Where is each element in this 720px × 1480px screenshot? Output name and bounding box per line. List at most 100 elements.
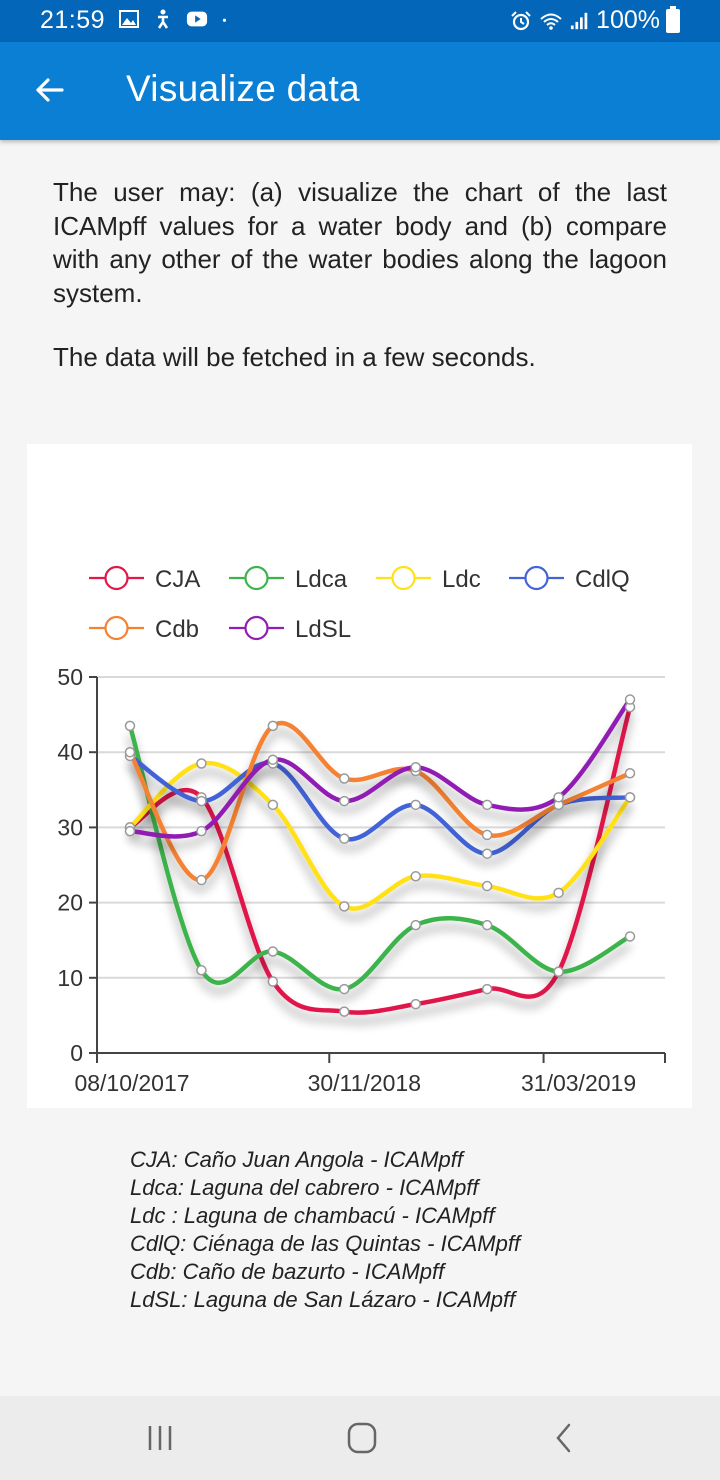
series-notes: CJA: Caño Juan Angola - ICAMpff Ldca: La…	[130, 1146, 520, 1314]
data-point	[624, 792, 636, 803]
y-tick-label: 40	[57, 739, 83, 765]
legend-label: Cdb	[155, 616, 199, 643]
data-point	[339, 833, 350, 844]
signal-icon	[570, 12, 588, 29]
data-point	[624, 694, 636, 705]
intro-text: The user may: (a) visualize the chart of…	[53, 177, 667, 308]
alarm-icon	[511, 10, 531, 30]
y-tick-label: 30	[57, 814, 83, 840]
gallery-icon	[119, 10, 139, 28]
battery-percent: 100%	[596, 6, 660, 34]
page-title: Visualize data	[126, 68, 360, 109]
data-point	[339, 983, 350, 995]
data-point	[124, 746, 136, 758]
data-point	[553, 966, 564, 978]
data-point	[481, 829, 493, 841]
y-tick-label: 20	[57, 890, 83, 916]
legend-item-cdb[interactable]: Cdb	[89, 615, 199, 643]
status-time: 21:59	[40, 6, 106, 34]
legend-marker	[104, 615, 129, 641]
data-point	[481, 799, 493, 811]
data-point	[624, 931, 636, 942]
status-right: 100%	[510, 5, 680, 35]
status-bar: 21:59	[0, 0, 720, 42]
data-point	[410, 761, 421, 773]
wifi-icon	[540, 13, 562, 30]
data-point	[267, 799, 279, 811]
series-line-cja	[128, 706, 633, 1015]
data-point	[410, 799, 421, 811]
legend-item-cdlq[interactable]: CdlQ	[509, 565, 630, 593]
data-point	[410, 871, 421, 882]
legend-marker	[104, 565, 129, 591]
notification-icons	[118, 8, 234, 30]
data-point	[481, 983, 493, 995]
data-point	[267, 754, 279, 765]
data-point	[267, 720, 279, 732]
data-point	[481, 848, 493, 859]
chart-points	[124, 694, 636, 1017]
accessibility-icon	[157, 9, 169, 29]
series-line-ldsl	[129, 698, 632, 839]
note-item: CdlQ: Ciénaga de las Quintas - ICAMpff	[130, 1231, 521, 1256]
system-nav-bar	[0, 1396, 720, 1480]
home-icon[interactable]	[340, 1418, 384, 1458]
dot-icon	[222, 18, 227, 22]
legend-item-cja[interactable]: CJA	[89, 565, 200, 593]
note-item: LdSL: Laguna de San Lázaro - ICAMpff	[130, 1287, 516, 1312]
youtube-icon	[186, 11, 208, 27]
line-chart: CJA Ldca Ldc CdlQ Cdb LdSL 0 10 20 30 40 50 08/10/2…	[57, 565, 666, 1096]
note-item: Cdb: Caño de bazurto - ICAMpff	[130, 1259, 445, 1284]
legend-label: LdSL	[295, 616, 351, 643]
legend-item-ldc[interactable]: Ldc	[376, 565, 481, 593]
y-tick-label: 50	[57, 664, 83, 690]
legend-label: CJA	[155, 566, 200, 593]
y-tick-label: 10	[57, 965, 83, 991]
data-point	[124, 825, 136, 837]
y-tick-label: 0	[70, 1040, 83, 1066]
data-point	[410, 919, 421, 931]
chart-series	[127, 698, 633, 1015]
legend-marker	[244, 615, 269, 641]
data-point	[481, 880, 493, 892]
data-point	[196, 965, 207, 976]
legend-item-ldca[interactable]: Ldca	[229, 565, 348, 593]
data-point	[553, 792, 564, 803]
chart-legend: CJA Ldca Ldc CdlQ Cdb LdSL	[89, 565, 630, 643]
data-point	[267, 946, 279, 957]
data-point	[624, 768, 636, 779]
legend-label: CdlQ	[575, 566, 630, 593]
chart-card: CJA Ldca Ldc CdlQ Cdb LdSL 0 10 20 30 40 50 08/10/2…	[27, 444, 692, 1108]
legend-item-ldsl[interactable]: LdSL	[229, 615, 351, 643]
back-icon[interactable]	[542, 1418, 586, 1458]
data-point	[339, 1006, 350, 1017]
data-point	[553, 887, 564, 899]
back-arrow-button[interactable]	[28, 68, 72, 112]
data-point	[339, 795, 350, 807]
legend-marker	[244, 565, 269, 591]
data-point	[481, 919, 493, 931]
legend-label: Ldca	[295, 566, 348, 593]
note-item: Ldc : Laguna de chambacú - ICAMpff	[130, 1203, 495, 1228]
app-bar: Visualize data	[0, 42, 720, 140]
x-tick-label: 31/03/2019	[521, 1070, 636, 1096]
data-point	[410, 998, 421, 1010]
fetch-note: The data will be fetched in a few second…	[53, 342, 536, 372]
data-point	[196, 825, 207, 837]
data-point	[339, 901, 350, 912]
data-point	[196, 874, 207, 886]
chart-grid	[97, 676, 665, 979]
note-item: Ldca: Laguna del cabrero - ICAMpff	[130, 1175, 479, 1200]
x-tick-label: 08/10/2017	[74, 1070, 189, 1096]
data-point	[196, 795, 207, 807]
chart-axes: 0 10 20 30 40 50 08/10/2017 30/11/2018 31/03/201…	[57, 664, 666, 1096]
legend-marker	[524, 565, 549, 591]
data-point	[339, 773, 350, 784]
data-point	[124, 720, 136, 732]
recent-apps-icon[interactable]	[138, 1418, 182, 1458]
legend-label: Ldc	[442, 566, 481, 593]
x-tick-label: 30/11/2018	[308, 1070, 421, 1096]
data-point	[196, 758, 207, 769]
data-point	[267, 976, 279, 987]
battery-icon	[666, 5, 680, 33]
